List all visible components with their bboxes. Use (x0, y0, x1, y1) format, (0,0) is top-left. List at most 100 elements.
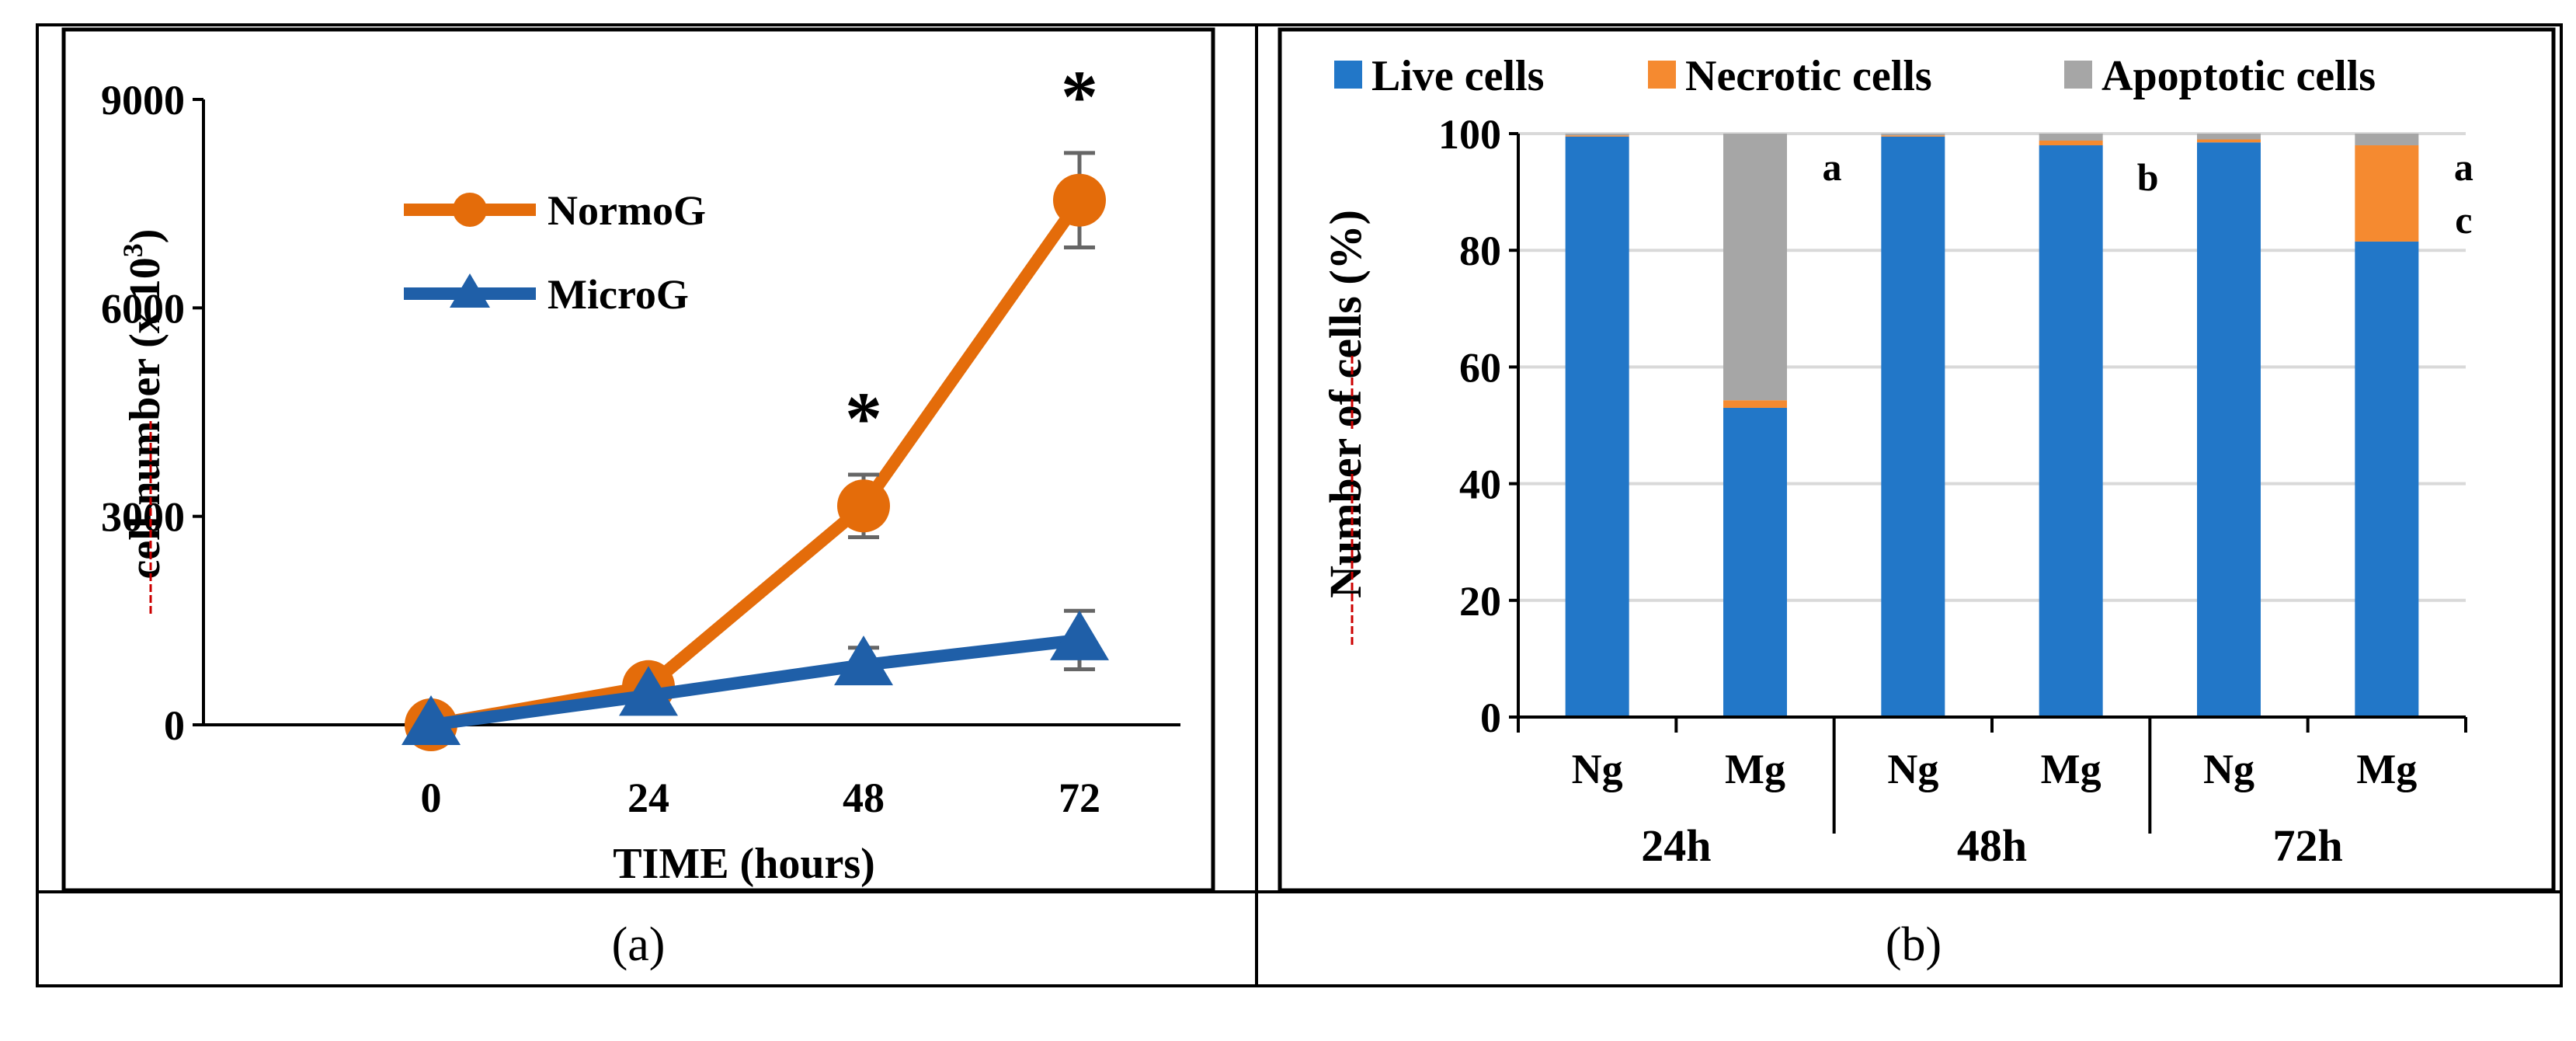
panel-a-axes (193, 98, 1180, 726)
panel-b-legend: Live cells Necrotic cells Apoptotic cells (1334, 52, 2376, 100)
panel-a-series (402, 151, 1109, 751)
x-tick-label: Mg (2356, 746, 2417, 792)
panel-a-x-tick-labels: 0 24 48 72 (421, 775, 1101, 821)
bar-segment-apoptotic-cells (2355, 134, 2419, 146)
x-tick-label: Ng (1887, 746, 1938, 792)
panel-a-legend: NormoG MicroG (404, 187, 706, 318)
significance-asterisk: * (1061, 55, 1098, 138)
panel-b-caption: (b) (1886, 918, 1942, 971)
legend-item-live-cells: Live cells (1334, 52, 1544, 100)
panel-a-y-axis-label-superscript: 3 (117, 243, 148, 257)
panel-a-y-tick-labels: 0 3000 6000 9000 (101, 77, 185, 749)
panel-b-bars (1565, 134, 2419, 717)
bar-segment-necrotic-cells (1565, 135, 1629, 137)
data-point (834, 635, 893, 686)
bar-stack-2 (1723, 134, 1787, 717)
panel-a-y-axis-label-text: cell number (x 10 (121, 257, 169, 579)
x-tick-label: Mg (2041, 746, 2101, 792)
y-tick-label: 40 (1459, 461, 1501, 508)
x-tick-label: 0 (421, 775, 442, 821)
series-line (429, 633, 1080, 731)
legend-label: Live cells (1371, 52, 1544, 100)
bar-segment-apoptotic-cells (1881, 134, 1945, 136)
bar-segment-live-cells (2355, 241, 2419, 717)
letter-annotation: a (2454, 145, 2473, 189)
bar-segment-live-cells (1565, 136, 1629, 717)
y-tick-label: 3000 (101, 494, 185, 541)
bar-stack-1 (1565, 134, 1629, 717)
figure-frame (36, 23, 2563, 987)
group-label: 48h (1957, 820, 2027, 871)
x-tick-label: 48 (843, 775, 885, 821)
legend-label: Apoptotic cells (2101, 52, 2376, 100)
data-point (619, 666, 678, 716)
bar-segment-live-cells (2197, 142, 2261, 717)
group-label: 72h (2273, 820, 2343, 871)
legend-swatch (1334, 61, 1362, 89)
legend-marker (450, 273, 490, 308)
panel-a-y-axis-label: cell number (x 103) (117, 229, 169, 580)
legend-label: MicroG (548, 271, 689, 318)
bar-segment-necrotic-cells (1723, 400, 1787, 408)
legend-swatch (1648, 61, 1676, 89)
legend-label: NormoG (548, 187, 706, 234)
bar-stack-4 (2039, 134, 2103, 717)
panel-a-significance-marks: ** (845, 55, 1098, 460)
legend-marker (453, 193, 487, 227)
significance-asterisk: * (845, 377, 882, 460)
bar-segment-apoptotic-cells (1723, 134, 1787, 401)
panel-a-x-axis-label: TIME (hours) (613, 840, 875, 888)
x-tick-label: Ng (1572, 746, 1623, 792)
legend-item-microg: MicroG (404, 271, 689, 318)
panel-b-x-tick-labels: Ng Mg Ng Mg Ng Mg (1572, 746, 2418, 792)
group-label: 24h (1641, 820, 1711, 871)
panel-b-letter-annotations: a b ac (1823, 145, 2473, 242)
bar-stack-5 (2197, 134, 2261, 717)
bar-segment-live-cells (1881, 136, 1945, 717)
bar-segment-apoptotic-cells (1565, 134, 1629, 136)
letter-annotation: c (2455, 198, 2472, 242)
panel-a-line-chart: 0 3000 6000 9000 0 24 48 72 TIME (hours) cell … (101, 55, 1180, 888)
series-microg (402, 608, 1109, 745)
panel-b-stacked-bar-chart: 0 20 40 60 80 100 Ng Mg Ng Mg Ng Mg 24h 48h 72h Numb… (1320, 52, 2473, 871)
y-tick-label: 0 (1480, 695, 1501, 741)
bar-segment-necrotic-cells (2355, 145, 2419, 242)
bar-segment-necrotic-cells (2197, 139, 2261, 143)
legend-item-apoptotic-cells: Apoptotic cells (2064, 52, 2376, 100)
letter-annotation: a (1823, 145, 1842, 189)
panel-b-y-tick-labels: 0 20 40 60 80 100 (1438, 111, 1501, 741)
legend-label: Necrotic cells (1685, 52, 1932, 100)
bar-segment-live-cells (2039, 145, 2103, 717)
y-tick-label: 100 (1438, 111, 1501, 158)
y-tick-label: 60 (1459, 344, 1501, 391)
data-point (837, 479, 890, 533)
bar-segment-live-cells (1723, 407, 1787, 717)
y-tick-label: 80 (1459, 228, 1501, 274)
panel-b-y-axis-label: Number of cells (%) (1320, 210, 1371, 598)
panel-a-y-axis-label-end: ) (121, 229, 169, 244)
x-tick-label: Mg (1725, 746, 1785, 792)
legend-swatch (2064, 61, 2092, 89)
bar-segment-necrotic-cells (1881, 135, 1945, 137)
bar-stack-3 (1881, 134, 1945, 717)
bar-segment-necrotic-cells (2039, 141, 2103, 146)
y-tick-label: 9000 (101, 77, 185, 124)
panel-b-gridlines (1518, 132, 2466, 602)
x-tick-label: 24 (627, 775, 669, 821)
legend-item-necrotic-cells: Necrotic cells (1648, 52, 1932, 100)
series-normog (405, 151, 1106, 751)
bar-segment-apoptotic-cells (2197, 134, 2261, 140)
panel-b-group-labels: 24h 48h 72h (1641, 820, 2343, 871)
panel-a-caption: (a) (612, 918, 666, 971)
panel-b-axes (1509, 132, 2467, 834)
x-tick-label: 72 (1059, 775, 1100, 821)
data-point (402, 695, 461, 745)
y-tick-label: 0 (164, 702, 185, 749)
data-point (1050, 610, 1109, 660)
bar-stack-6 (2355, 134, 2419, 717)
y-tick-label: 6000 (101, 285, 185, 332)
letter-annotation: b (2137, 155, 2159, 199)
legend-item-normog: NormoG (404, 187, 706, 234)
x-tick-label: Ng (2203, 746, 2254, 792)
